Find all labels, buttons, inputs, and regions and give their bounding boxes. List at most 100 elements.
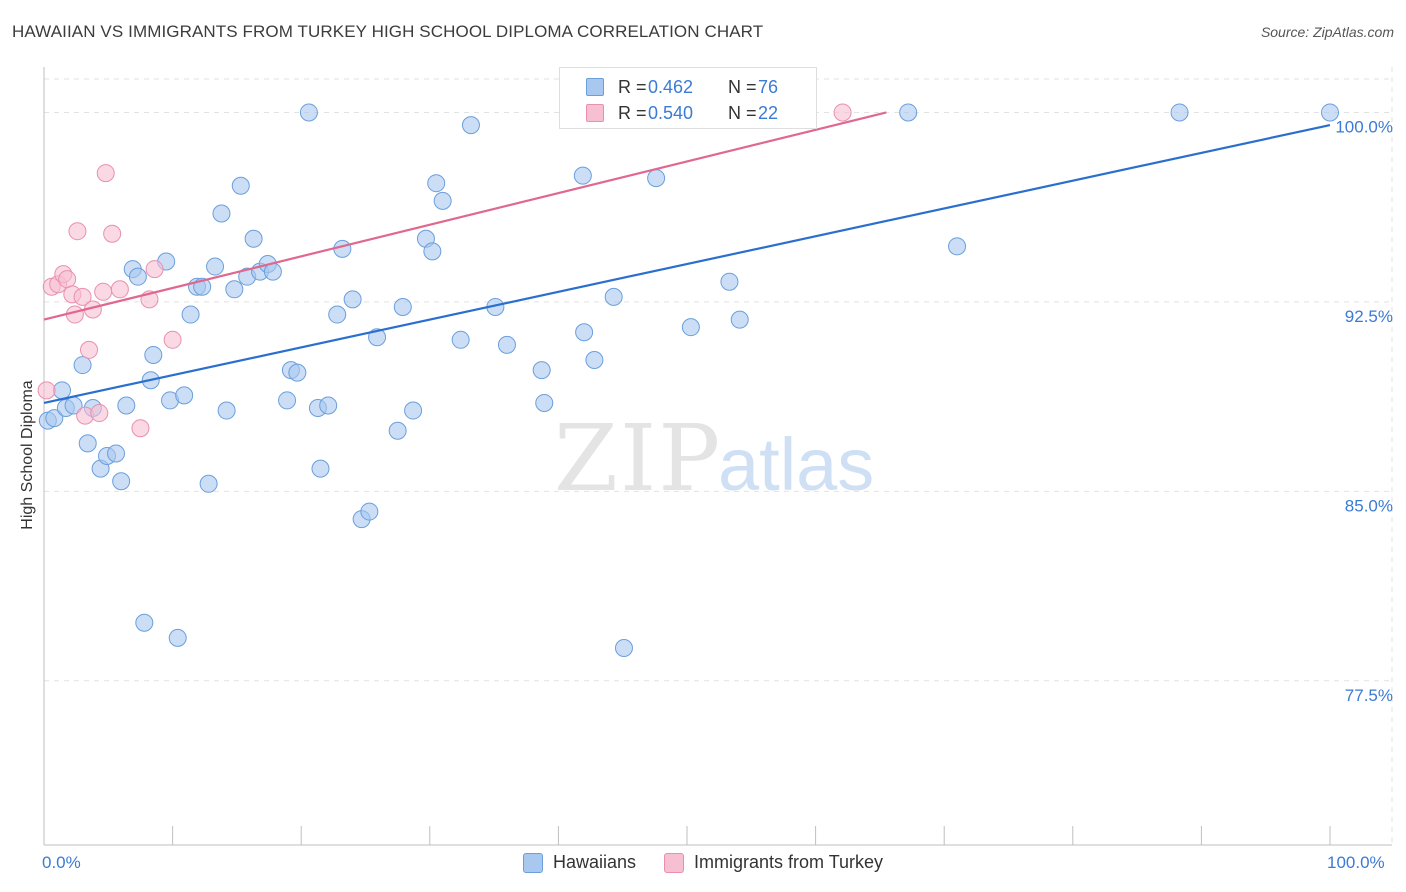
y-tick-label: 77.5% <box>1345 686 1393 705</box>
point-hawaiians <box>112 472 131 491</box>
point-turkey <box>145 260 164 279</box>
legend-n-value: 22 <box>758 102 779 123</box>
y-tick-labels: 77.5% 85.0% 92.5% 100.0% <box>1335 117 1393 704</box>
x-tick-label-min: 0.0% <box>42 853 81 872</box>
point-hawaiians <box>225 280 244 299</box>
point-hawaiians <box>532 361 551 380</box>
legend-row-hawaiians: R = 0.462 N = 76 <box>586 75 778 99</box>
legend-n-label: N = <box>728 76 757 97</box>
point-hawaiians <box>681 318 700 337</box>
point-hawaiians <box>647 169 666 188</box>
point-hawaiians <box>730 310 749 329</box>
watermark: ZIP atlas <box>554 405 874 512</box>
point-turkey <box>94 282 113 301</box>
point-hawaiians <box>899 103 918 122</box>
point-hawaiians <box>388 421 407 440</box>
y-axis-label: High School Diploma <box>19 380 36 530</box>
point-hawaiians <box>948 237 967 256</box>
point-turkey <box>96 164 115 183</box>
point-hawaiians <box>614 638 633 657</box>
point-hawaiians <box>575 323 594 342</box>
legend-r-label: R = <box>618 76 647 97</box>
point-turkey <box>37 381 56 400</box>
point-hawaiians <box>328 305 347 324</box>
point-hawaiians <box>535 393 554 412</box>
point-hawaiians <box>144 345 163 364</box>
point-hawaiians <box>720 272 739 291</box>
legend-n-label: N = <box>728 102 757 123</box>
point-turkey <box>103 224 122 243</box>
point-turkey <box>90 404 109 423</box>
trend-line-hawaiians <box>43 124 1331 405</box>
point-hawaiians <box>404 401 423 420</box>
series-legend-hawaiians[interactable]: Hawaiians <box>522 852 636 873</box>
correlation-legend: R = 0.462 N = 76 R = 0.540 N = 22 <box>559 67 817 129</box>
point-hawaiians <box>1321 103 1339 122</box>
point-hawaiians <box>423 242 442 261</box>
point-hawaiians <box>78 434 97 453</box>
chart-title: HAWAIIAN VS IMMIGRANTS FROM TURKEY HIGH … <box>12 22 764 41</box>
point-hawaiians <box>433 191 452 210</box>
point-hawaiians <box>288 363 307 382</box>
data-points <box>37 103 1339 657</box>
series-label-turkey: Immigrants from Turkey <box>694 852 884 872</box>
point-hawaiians <box>604 287 623 306</box>
point-hawaiians <box>278 391 297 410</box>
point-turkey <box>163 330 182 349</box>
series-legend-turkey[interactable]: Immigrants from Turkey <box>664 852 883 873</box>
point-hawaiians <box>199 474 218 493</box>
point-hawaiians <box>135 613 154 632</box>
point-hawaiians <box>231 176 250 195</box>
point-hawaiians <box>585 351 604 370</box>
legend-swatch-blue <box>586 78 604 96</box>
point-hawaiians <box>244 229 263 248</box>
point-turkey <box>58 270 77 289</box>
point-hawaiians <box>319 396 338 415</box>
point-hawaiians <box>73 356 92 375</box>
point-hawaiians <box>299 103 318 122</box>
point-hawaiians <box>217 401 236 420</box>
point-hawaiians <box>107 444 126 463</box>
y-tick-label: 100.0% <box>1335 117 1393 136</box>
trend-line-turkey <box>43 111 887 321</box>
legend-r-value: 0.462 <box>648 76 694 97</box>
legend-r-value: 0.540 <box>648 102 694 123</box>
point-hawaiians <box>53 381 72 400</box>
watermark-zip: ZIP <box>554 405 722 512</box>
point-hawaiians <box>497 335 516 354</box>
series-legend: Hawaiians Immigrants from Turkey <box>0 852 1406 873</box>
point-hawaiians <box>1170 103 1189 122</box>
legend-row-turkey: R = 0.540 N = 22 <box>586 101 778 125</box>
point-turkey <box>80 340 99 359</box>
point-hawaiians <box>333 239 352 258</box>
point-hawaiians <box>128 267 147 286</box>
point-hawaiians <box>343 290 362 309</box>
chart-source: Source: ZipAtlas.com <box>1260 24 1394 40</box>
point-hawaiians <box>427 174 446 193</box>
point-turkey <box>833 103 852 122</box>
point-hawaiians <box>117 396 136 415</box>
point-hawaiians <box>461 116 480 135</box>
series-swatch-pink <box>664 852 684 873</box>
point-hawaiians <box>212 204 231 223</box>
point-hawaiians <box>360 502 379 521</box>
point-hawaiians <box>168 628 187 647</box>
point-hawaiians <box>311 459 330 478</box>
legend-r-label: R = <box>618 102 647 123</box>
point-hawaiians <box>181 305 200 324</box>
point-hawaiians <box>45 409 64 428</box>
series-swatch-blue <box>522 852 543 873</box>
axes <box>43 67 1392 846</box>
watermark-atlas: atlas <box>718 423 874 506</box>
point-hawaiians <box>573 166 592 185</box>
point-hawaiians <box>175 386 194 405</box>
point-turkey <box>131 419 150 438</box>
series-label-hawaiians: Hawaiians <box>552 852 636 872</box>
point-turkey <box>73 287 92 306</box>
y-tick-label: 92.5% <box>1345 307 1393 326</box>
point-hawaiians <box>393 297 412 316</box>
x-tick-label-max: 100.0% <box>1327 853 1385 872</box>
y-tick-label: 85.0% <box>1345 496 1393 515</box>
point-turkey <box>68 222 87 241</box>
